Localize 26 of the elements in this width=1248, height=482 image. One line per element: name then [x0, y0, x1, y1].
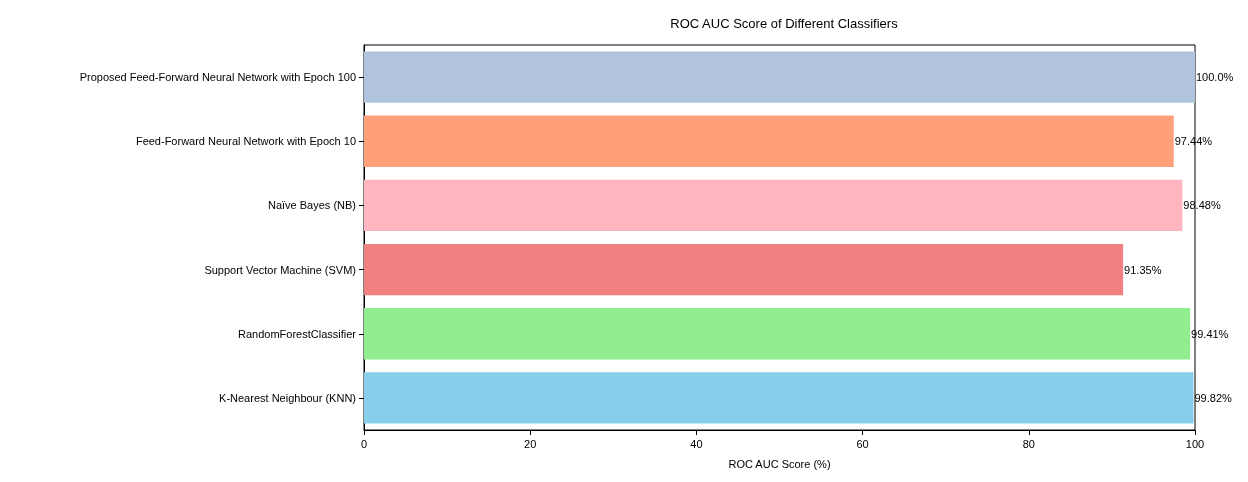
data-label: 91.35% [1124, 263, 1162, 276]
y-tick-label: RandomForestClassifier [238, 327, 357, 340]
y-tick-label: Naïve Bayes (NB) [267, 199, 356, 212]
bar [364, 179, 1183, 232]
y-tick-label: Support Vector Machine (SVM) [204, 263, 356, 276]
bar [364, 243, 1124, 296]
bar [364, 308, 1191, 360]
bar [364, 51, 1195, 103]
y-tick-label: K-Nearest Neighbour (KNN) [219, 391, 356, 404]
bar [364, 115, 1174, 167]
data-label: 99.41% [1191, 327, 1229, 340]
x-tick-label: 100 [1185, 437, 1205, 450]
x-tick-label: 40 [690, 437, 703, 450]
data-label: 99.82% [1194, 391, 1233, 404]
x-axis-title: ROC AUC Score (%) [728, 457, 831, 470]
x-tick-label: 60 [856, 437, 869, 450]
x-tick-label: 80 [1022, 437, 1035, 450]
data-label: 100.0% [1196, 71, 1234, 84]
data-label: 97.44% [1174, 135, 1213, 148]
bar [364, 372, 1194, 424]
y-tick-label: Proposed Feed-Forward Neural Network with Epoch 100 [79, 71, 356, 84]
chart-title: ROC AUC Score of Different Classifiers [670, 16, 899, 31]
data-label: 98.48% [1183, 199, 1221, 212]
x-tick-label: 0 [360, 437, 368, 450]
x-tick-label: 20 [524, 437, 537, 450]
y-tick-label: Feed-Forward Neural Network with Epoch 10 [135, 135, 356, 148]
